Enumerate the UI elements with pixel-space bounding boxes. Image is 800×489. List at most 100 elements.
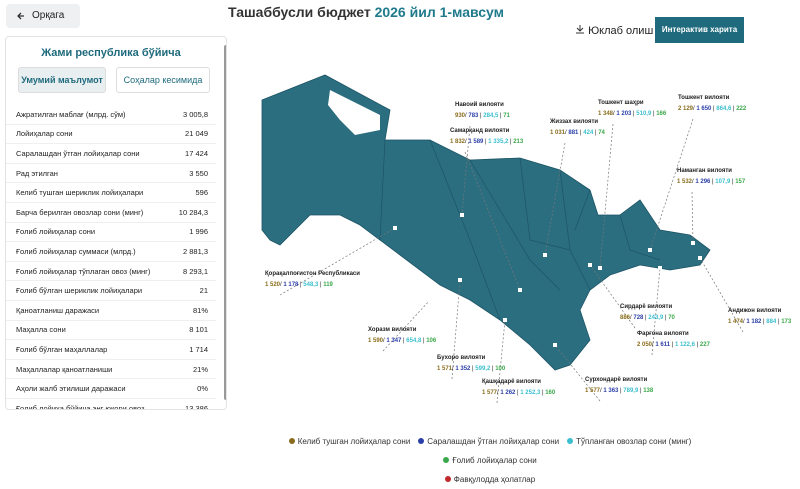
region-values: 930/ 783 | 284,5 | 71: [455, 113, 510, 119]
separator: |: [401, 338, 407, 344]
separator: |: [731, 106, 737, 112]
region-value: 783: [468, 113, 479, 119]
legend-dot: [288, 438, 295, 444]
region-value: 728: [633, 315, 644, 321]
stat-value: 81%: [192, 305, 208, 315]
separator: |: [776, 319, 782, 325]
separator: |: [318, 282, 324, 288]
stat-value: 21: [199, 286, 208, 296]
country-shape: [261, 74, 711, 371]
legend-label: Саралашдан ўтган лойиҳалар сони: [427, 437, 560, 446]
download[interactable]: Юклаб олиш: [575, 24, 653, 37]
region-value: 1 122,6: [674, 342, 695, 348]
legend-label: Тўпланган овозлар сони (минг): [576, 437, 692, 446]
legend-item: Ғолиб лойиҳалар сони: [443, 451, 537, 470]
region-value: 1 532: [677, 179, 693, 185]
legend-dot: [418, 438, 425, 444]
interactive-map-button[interactable]: Интерактив харита: [655, 17, 744, 43]
page-title: Ташаббусли бюджет 2026 йил 1-мавсум: [228, 4, 504, 20]
back-button[interactable]: Орқага: [6, 4, 80, 28]
separator: /: [600, 388, 604, 394]
region-value: 1 352: [455, 366, 471, 372]
region-label: Андижон вилояти 1 474/ 1 182 | 884 | 173: [728, 308, 791, 325]
region-values: 1 571/ 1 352 | 599,2 | 100: [437, 366, 505, 372]
stat-row: Аҳоли жалб этилиши даражаси 0%: [6, 379, 216, 399]
separator: |: [651, 111, 657, 117]
region-value: 1 178: [283, 282, 299, 288]
stat-label: Қаноатланиш даражаси: [16, 305, 100, 315]
separator: |: [670, 342, 675, 348]
stat-row: Ғолиб лойиҳалар тўплаган овоз (минг) 8 29…: [6, 262, 216, 282]
region-value: 1 296: [695, 179, 711, 185]
region-name: Жиззах вилояти: [550, 119, 599, 125]
stat-value: 8 293,1: [182, 266, 208, 276]
region-value: 654,8: [406, 338, 422, 344]
tab[interactable]: Умумий маълумот: [18, 67, 106, 93]
stat-label: Рад этилган: [16, 168, 58, 178]
stats-list: Ажратилган маблағ (млрд. сўм) 3 005,8 Лойи…: [6, 105, 216, 409]
region-value: 1 262: [500, 390, 516, 396]
stat-label: Ғолиб бўлган шериклик лойиҳалари: [16, 286, 143, 296]
region-value: 1 363: [603, 388, 619, 394]
region-value: 1 589: [468, 139, 484, 145]
region-value: 1 335,2: [488, 139, 509, 145]
region-label: Жиззах вилояти 1 031/ 881 | 424 | 74: [550, 119, 605, 136]
panel-title: Жами республика бўйича: [41, 47, 181, 59]
legend-item: Саралашдан ўтган лойиҳалар сони: [418, 432, 559, 451]
region-label: Тошкент вилояти 2 129/ 1 650 | 864,6 | 22…: [678, 95, 746, 112]
region-value: 1 832: [450, 139, 466, 145]
separator: |: [515, 390, 521, 396]
region-value: 119: [323, 282, 333, 288]
region-value: 930: [455, 113, 466, 119]
stat-row: Лойиҳалар сони 21 049: [6, 125, 216, 145]
region-value: 173: [781, 319, 792, 325]
separator: |: [730, 179, 736, 185]
legend-label: Келиб тушган лойиҳалар сони: [297, 437, 411, 446]
stat-row: Қаноатланиш даражаси 81%: [6, 301, 216, 321]
region-values: 1 474/ 1 182 | 884 | 173: [728, 319, 791, 325]
region-label: Самарқанд вилояти 1 832/ 1 589 | 1 335,2 …: [450, 128, 523, 145]
region-value: 157: [735, 179, 746, 185]
legend-dot: [444, 476, 451, 482]
separator: /: [613, 111, 617, 117]
region-label: Навоий вилояти 930/ 783 | 284,5 | 71: [455, 102, 510, 119]
region-label: Қашқадарё вилояти 1 577/ 1 262 | 1 252,3 …: [482, 379, 555, 396]
stat-label: Саралашдан ўтган лойиҳалар сони: [16, 148, 140, 158]
region-value: 160: [545, 390, 556, 396]
stat-label: Ғолиб лойиҳалар суммаси (млрд.): [16, 246, 136, 256]
stat-row: Маҳаллалар қаноатланиши 21%: [6, 360, 216, 380]
region-value: 789,9: [623, 388, 639, 394]
separator: |: [508, 139, 514, 145]
region-name: Хоразм вилояти: [368, 327, 417, 333]
region-value: 2 129: [678, 106, 694, 112]
separator: |: [421, 338, 427, 344]
separator: |: [638, 388, 644, 394]
region-label: Фарғона вилояти 2 050/ 1 611 | 1 122,6 | …: [637, 331, 710, 348]
legend-item: Келиб тушган лойиҳалар сони: [288, 432, 411, 451]
separator: |: [711, 106, 717, 112]
region-value: 1 182: [746, 319, 762, 325]
region-value: 1 577: [482, 390, 498, 396]
region-value: 70: [668, 315, 675, 321]
region-name: Тошкент шаҳри: [598, 100, 644, 106]
stat-row: Ғолиб лойиҳа бўйича энг юқори овоз 13 386: [6, 399, 216, 409]
scrollbar[interactable]: [224, 45, 226, 400]
region-value: 284,5: [483, 113, 499, 119]
legend-dot: [443, 457, 450, 463]
stat-row: Маҳалла сони 8 101: [6, 321, 216, 341]
stat-value: 1 714: [189, 344, 208, 354]
stat-row: Барча берилган овозлар сони (минг) 10 284…: [6, 203, 216, 223]
region-value: 74: [598, 130, 605, 136]
stat-value: 8 101: [189, 325, 208, 335]
back-icon: [17, 12, 24, 20]
region-value: 243,9: [648, 315, 664, 321]
region-values: 1 520/ 1 178 | 548,3 | 119: [265, 282, 360, 288]
stat-row: Ғолиб бўлган маҳаллалар 1 714: [6, 340, 216, 360]
stat-value: 21 049: [185, 129, 208, 139]
tab[interactable]: Соҳалар кесимида: [116, 67, 210, 93]
legend-label: Фавқулодда ҳолатлар: [453, 475, 536, 484]
stat-row: Ғолиб лойиҳалар сони 1 996: [6, 223, 216, 243]
separator: /: [452, 366, 456, 372]
region-values: 1 832/ 1 589 | 1 335,2 | 213: [450, 139, 523, 145]
stat-label: Келиб тушган шериклик лойиҳалари: [16, 188, 144, 198]
